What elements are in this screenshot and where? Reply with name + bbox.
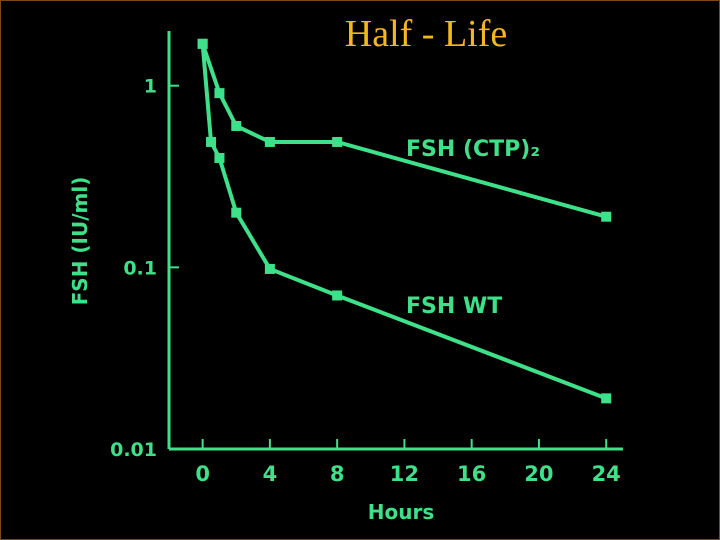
x-tick-label: 8 [330,462,345,486]
data-point [197,38,208,49]
series-line [200,43,607,219]
x-tick-label: 16 [457,462,486,486]
y-axis-label: FSH (IU/ml) [68,177,92,306]
data-point [231,120,242,131]
data-point [601,393,612,404]
x-tick-label: 20 [524,462,553,486]
data-point [601,211,612,222]
y-tick-label: 0.01 [110,439,157,461]
data-point [332,290,343,301]
x-tick-label: 4 [263,462,278,486]
series-line [200,43,607,401]
data-point [332,136,343,147]
x-tick-label: 12 [390,462,419,486]
data-point [214,152,225,163]
data-point [214,88,225,99]
y-tick-label: 0.1 [123,257,157,279]
data-point [264,136,275,147]
data-point [206,136,217,147]
series-label: FSH (CTP)₂ [406,137,540,162]
x-tick-label: 24 [592,462,621,486]
data-point [264,263,275,274]
data-point [231,207,242,218]
chart-title: Half - Life [345,13,507,55]
x-axis-label: Hours [368,500,434,524]
y-tick-label: 1 [144,76,157,98]
x-tick-label: 0 [195,462,210,486]
series-label: FSH WT [406,294,502,319]
